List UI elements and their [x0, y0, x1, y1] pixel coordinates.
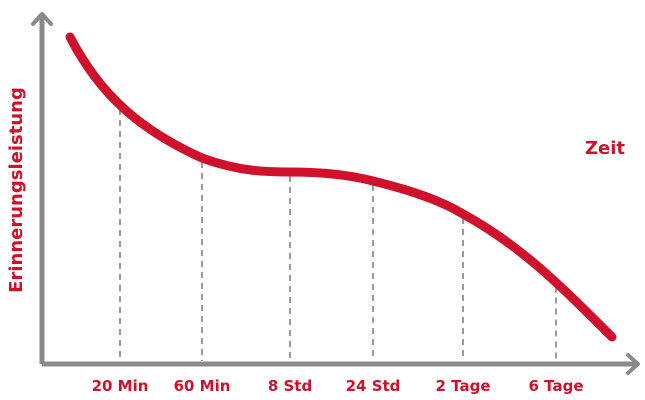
x-tick-label: 2 Tage — [436, 377, 491, 395]
x-tick-label: 6 Tage — [529, 377, 584, 395]
x-axis-arrow — [626, 353, 640, 375]
x-tick-label: 20 Min — [92, 377, 149, 395]
retention-curve — [65, 32, 617, 342]
x-axis-title: Zeit — [585, 138, 625, 159]
y-axis-title: Erinnerungsleistung — [6, 87, 27, 293]
x-tick-label: 8 Std — [268, 377, 312, 395]
x-tick-label: 24 Std — [346, 377, 401, 395]
grid-lines — [119, 109, 557, 361]
y-axis-arrow — [31, 12, 53, 26]
axes — [31, 12, 640, 375]
x-tick-labels: 20 Min 60 Min 8 Std 24 Std 2 Tage 6 Tage — [92, 377, 584, 395]
x-tick-label: 60 Min — [174, 377, 231, 395]
